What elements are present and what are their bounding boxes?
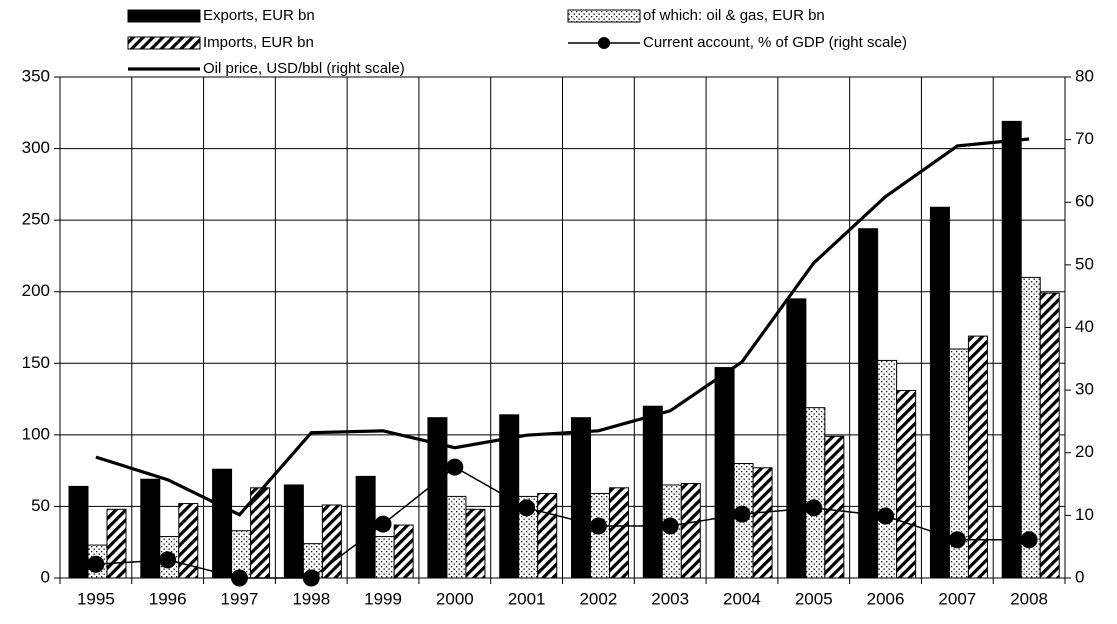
y2-tick-label: 80 — [1075, 66, 1094, 85]
marker — [87, 555, 105, 573]
bar — [250, 487, 271, 579]
bar — [68, 485, 89, 579]
bar — [393, 524, 414, 579]
y-tick-label: 50 — [31, 496, 50, 515]
marker — [733, 505, 751, 523]
legend-label: Imports, EUR bn — [203, 34, 314, 51]
y2-tick-label: 60 — [1075, 192, 1094, 211]
x-tick-label: 2007 — [938, 589, 976, 608]
bar — [877, 359, 898, 579]
marker — [805, 499, 823, 517]
bar — [537, 493, 558, 579]
bar — [680, 483, 701, 579]
marker — [589, 517, 607, 535]
y-tick-label: 0 — [41, 567, 50, 586]
marker — [230, 569, 248, 587]
marker — [877, 507, 895, 525]
marker — [374, 515, 392, 533]
y-tick-label: 300 — [22, 138, 50, 157]
legend-label: of which: oil & gas, EUR bn — [643, 7, 825, 24]
x-tick-label: 1998 — [292, 589, 330, 608]
legend-label: Current account, % of GDP (right scale) — [643, 34, 907, 51]
y2-tick-label: 0 — [1075, 567, 1084, 586]
bar — [590, 493, 610, 579]
y2-tick-label: 70 — [1075, 129, 1094, 148]
bar — [106, 508, 127, 579]
bar — [446, 495, 467, 579]
bar — [805, 407, 826, 579]
x-tick-label: 1995 — [77, 589, 115, 608]
bar — [283, 484, 304, 579]
x-tick-label: 2005 — [795, 589, 833, 608]
bar — [896, 389, 917, 579]
bar — [571, 417, 591, 579]
line — [95, 466, 1030, 579]
bar — [465, 508, 486, 579]
bar — [858, 228, 879, 579]
y-tick-label: 350 — [22, 66, 50, 85]
y-tick-label: 100 — [22, 424, 50, 443]
marker — [661, 517, 679, 535]
bar — [609, 487, 629, 579]
bar — [786, 298, 807, 579]
x-tick-label: 2006 — [867, 589, 905, 608]
marker — [518, 499, 536, 517]
legend-label: Oil price, USD/bbl (right scale) — [203, 60, 405, 77]
x-tick-label: 2008 — [1010, 589, 1048, 608]
marker — [302, 569, 320, 587]
bar — [824, 435, 845, 579]
x-tick-label: 1996 — [149, 589, 187, 608]
marker — [446, 458, 464, 476]
y2-tick-label: 50 — [1075, 254, 1094, 273]
y2-tick-label: 30 — [1075, 380, 1094, 399]
bar — [929, 206, 950, 579]
line — [95, 137, 1030, 517]
y2-tick-label: 40 — [1075, 317, 1094, 336]
bar — [374, 535, 395, 579]
legend-swatch — [567, 9, 641, 23]
x-tick-label: 2004 — [723, 589, 761, 608]
bar — [1001, 120, 1022, 579]
y-tick-label: 250 — [22, 210, 50, 229]
legend-marker — [598, 37, 610, 49]
x-tick-label: 1999 — [364, 589, 402, 608]
y-tick-label: 200 — [22, 281, 50, 300]
bar — [212, 468, 233, 579]
x-tick-label: 2002 — [579, 589, 617, 608]
bar — [752, 467, 773, 579]
x-tick-label: 2001 — [508, 589, 546, 608]
legend-label: Exports, EUR bn — [203, 7, 315, 24]
bar — [642, 405, 663, 579]
bar — [1039, 292, 1060, 579]
legend-swatch — [127, 9, 201, 23]
bar — [355, 475, 376, 579]
marker — [1020, 531, 1038, 549]
legend-swatch — [127, 36, 201, 50]
marker — [948, 531, 966, 549]
marker — [159, 551, 177, 569]
x-tick-label: 2000 — [436, 589, 474, 608]
bar — [967, 335, 988, 579]
bar — [714, 367, 735, 579]
bar — [140, 478, 161, 579]
y2-tick-label: 20 — [1075, 442, 1094, 461]
y2-tick-label: 10 — [1075, 505, 1094, 524]
x-tick-label: 1997 — [221, 589, 259, 608]
y-tick-label: 150 — [22, 353, 50, 372]
x-tick-label: 2003 — [651, 589, 689, 608]
bar — [178, 503, 199, 579]
